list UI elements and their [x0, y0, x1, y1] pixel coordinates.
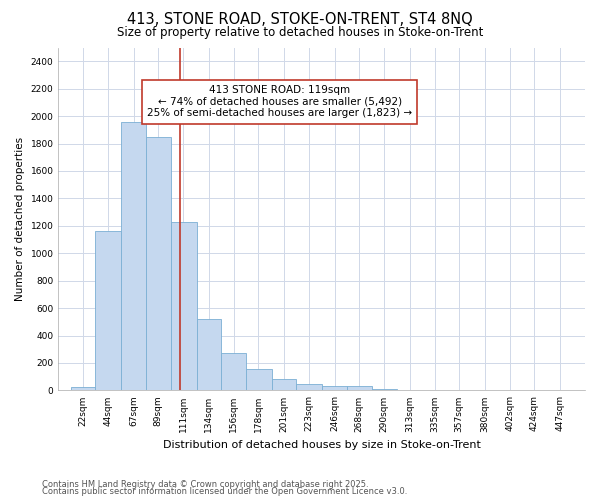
X-axis label: Distribution of detached houses by size in Stoke-on-Trent: Distribution of detached houses by size … — [163, 440, 481, 450]
Bar — [146, 136, 170, 390]
Bar — [246, 369, 272, 390]
Bar — [272, 379, 296, 390]
Y-axis label: Number of detached properties: Number of detached properties — [15, 137, 25, 301]
Bar — [197, 319, 221, 390]
Text: 413, STONE ROAD, STOKE-ON-TRENT, ST4 8NQ: 413, STONE ROAD, STOKE-ON-TRENT, ST4 8NQ — [127, 12, 473, 28]
Bar — [347, 386, 371, 390]
Bar — [322, 386, 347, 390]
Bar — [371, 389, 397, 390]
Text: Contains public sector information licensed under the Open Government Licence v3: Contains public sector information licen… — [42, 487, 407, 496]
Bar — [121, 122, 146, 390]
Bar — [71, 387, 95, 390]
Bar — [170, 222, 197, 390]
Bar — [95, 232, 121, 390]
Text: 413 STONE ROAD: 119sqm
← 74% of detached houses are smaller (5,492)
25% of semi-: 413 STONE ROAD: 119sqm ← 74% of detached… — [147, 85, 412, 118]
Bar — [296, 384, 322, 390]
Text: Contains HM Land Registry data © Crown copyright and database right 2025.: Contains HM Land Registry data © Crown c… — [42, 480, 368, 489]
Bar — [221, 354, 246, 391]
Text: Size of property relative to detached houses in Stoke-on-Trent: Size of property relative to detached ho… — [117, 26, 483, 39]
